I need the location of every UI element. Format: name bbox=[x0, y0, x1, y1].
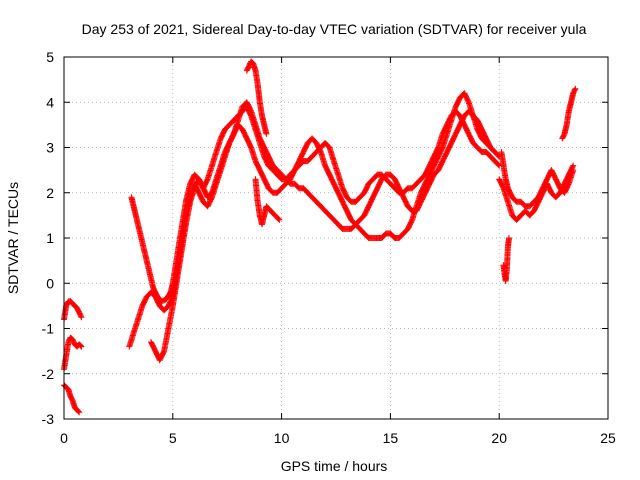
y-tick-label: 4 bbox=[46, 94, 54, 110]
y-tick-label: 2 bbox=[46, 185, 54, 201]
y-tick-label: -1 bbox=[42, 321, 55, 337]
y-tick-label: -3 bbox=[42, 411, 55, 427]
y-tick-labels: -3 -2 -1 0 1 2 3 4 5 bbox=[42, 49, 55, 427]
plus-markers bbox=[559, 85, 579, 142]
chart-title: Day 253 of 2021, Sidereal Day-to-day VTE… bbox=[82, 21, 587, 37]
series-s1 bbox=[61, 298, 85, 323]
plus-markers bbox=[500, 235, 512, 284]
y-tick-label: -2 bbox=[42, 366, 55, 382]
y-tick-label: 1 bbox=[46, 230, 54, 246]
series-s12 bbox=[559, 85, 579, 142]
series-s8 bbox=[252, 176, 283, 228]
series-s2 bbox=[61, 334, 85, 373]
x-axis-label: GPS time / hours bbox=[281, 458, 388, 474]
grid-lines bbox=[64, 57, 608, 419]
y-axis-label: SDTVAR / TECUs bbox=[5, 182, 21, 294]
plus-markers bbox=[148, 90, 498, 364]
y-tick-label: 3 bbox=[46, 140, 54, 156]
series-s7 bbox=[243, 58, 270, 137]
axis-ticks bbox=[63, 56, 609, 420]
x-tick-label: 25 bbox=[600, 430, 616, 446]
x-tick-label: 15 bbox=[383, 430, 399, 446]
plus-markers bbox=[496, 162, 577, 223]
x-tick-label: 20 bbox=[491, 430, 507, 446]
y-tick-label: 0 bbox=[46, 275, 54, 291]
x-tick-label: 0 bbox=[60, 430, 68, 446]
series-s6 bbox=[148, 90, 498, 364]
plus-markers bbox=[61, 298, 85, 323]
plus-markers bbox=[61, 334, 85, 373]
x-tick-labels: 0 5 10 15 20 25 bbox=[60, 430, 616, 446]
series-s10 bbox=[496, 162, 577, 223]
x-tick-label: 10 bbox=[274, 430, 290, 446]
series-s11 bbox=[500, 235, 512, 284]
plus-markers bbox=[252, 176, 283, 228]
x-tick-label: 5 bbox=[169, 430, 177, 446]
y-tick-label: 5 bbox=[46, 49, 54, 65]
data-points bbox=[61, 58, 579, 416]
plus-markers bbox=[243, 58, 270, 137]
